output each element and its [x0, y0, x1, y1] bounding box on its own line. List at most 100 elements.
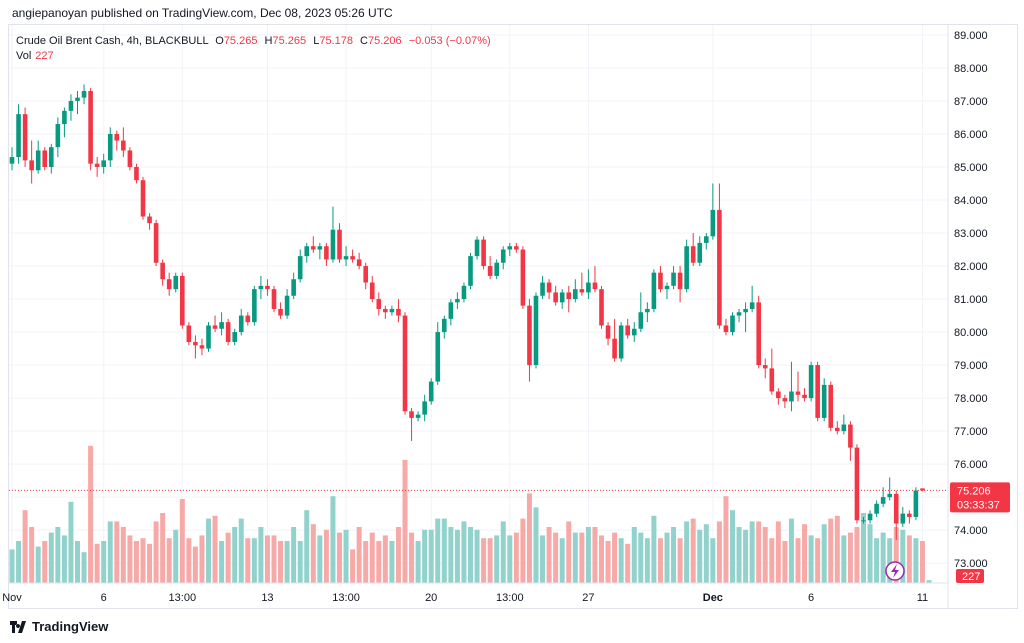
candle: [356, 252, 362, 270]
legend-symbol: Crude Oil Brent Cash, 4h, BLACKBULL: [16, 35, 209, 47]
volume-bar: [592, 527, 598, 583]
volume-bar: [9, 549, 15, 583]
volume-bar: [703, 524, 709, 583]
x-tick-label: 20: [425, 592, 437, 604]
volume-bar: [120, 527, 126, 583]
volume-bar: [29, 527, 35, 583]
legend-low: 75.178: [319, 35, 353, 47]
y-tick-label: 76.000: [954, 459, 988, 471]
candle-body: [363, 266, 368, 283]
volume-bar: [743, 529, 749, 583]
candle-body: [166, 279, 172, 290]
candle-body: [245, 315, 251, 323]
candle: [81, 84, 87, 105]
candle-body: [212, 325, 218, 329]
legend-open-label: O: [215, 35, 224, 47]
volume-bar: [874, 538, 880, 583]
candle: [638, 292, 644, 333]
candle: [363, 262, 368, 290]
volume-bar: [854, 527, 860, 583]
footer-brand-label: TradingView: [32, 619, 109, 634]
candle-body: [62, 110, 67, 125]
candle: [284, 289, 290, 319]
candle: [527, 299, 532, 382]
candle-body: [160, 262, 165, 280]
candle: [49, 143, 54, 174]
volume-bar: [291, 527, 297, 583]
candle-body: [9, 157, 15, 164]
candle-body: [180, 275, 185, 326]
candle-body: [723, 325, 729, 333]
volume-bar: [841, 535, 847, 583]
candle-body: [592, 282, 598, 290]
volume-bar: [618, 538, 624, 583]
candle-body: [402, 315, 408, 412]
candle-body: [186, 325, 192, 342]
candle: [690, 233, 696, 267]
candle-body: [527, 305, 532, 366]
x-tick-label: 13:00: [169, 592, 197, 604]
volume-bar: [906, 535, 912, 583]
candle-body: [311, 246, 316, 250]
x-tick-label: 13:00: [332, 592, 360, 604]
candle: [114, 130, 120, 151]
candle-body: [887, 493, 892, 498]
volume-bar: [553, 532, 559, 583]
volume-bar: [35, 546, 41, 583]
volume-bar: [350, 549, 356, 583]
candle: [317, 242, 323, 260]
candle-body: [481, 239, 486, 267]
volume-bar: [133, 541, 139, 583]
volume-bar: [716, 521, 722, 583]
candle: [55, 117, 61, 158]
candle: [815, 361, 820, 422]
candle-body: [49, 147, 54, 167]
candle-body: [631, 328, 637, 336]
candle: [684, 239, 689, 293]
candle-body: [645, 308, 650, 313]
x-tick-label: Dec: [703, 592, 723, 604]
candle: [789, 361, 794, 412]
volume-legend-label: Vol: [16, 50, 32, 62]
footer-brand[interactable]: TradingView: [10, 619, 108, 634]
current-price-label: 75.206: [957, 485, 991, 497]
volume-bar: [461, 521, 467, 583]
candle-body: [762, 365, 768, 369]
candle: [180, 272, 185, 329]
candle-body: [789, 391, 794, 402]
volume-bar: [887, 538, 893, 583]
candle-body: [455, 299, 460, 303]
candle-body: [42, 150, 48, 167]
volume-bar: [219, 541, 225, 583]
candle: [278, 302, 283, 319]
volume-bar: [42, 541, 48, 583]
y-tick-label: 85.000: [954, 162, 988, 174]
volume-bar: [61, 535, 67, 583]
candle-body: [474, 239, 480, 257]
candle-body: [94, 163, 100, 167]
candle: [428, 378, 434, 405]
candle: [166, 272, 172, 296]
candle: [848, 421, 853, 461]
volume-bar: [834, 515, 840, 583]
candle-body: [68, 100, 74, 111]
candle-body: [618, 325, 624, 359]
volume-bar: [612, 532, 618, 583]
candle: [664, 282, 670, 300]
candle-body: [874, 503, 879, 514]
candle-body: [16, 114, 21, 158]
tradingview-logo-icon: [10, 620, 26, 633]
volume-bar: [448, 527, 454, 583]
candle: [389, 305, 395, 316]
volume-bar: [363, 541, 369, 583]
candle: [140, 176, 146, 220]
volume-bar: [684, 521, 690, 583]
volume-bar: [304, 510, 310, 583]
volume-bar: [605, 541, 611, 583]
volume-bar: [48, 532, 54, 583]
volume-bar: [376, 541, 382, 583]
volume-bar: [101, 541, 107, 583]
candle-body: [422, 401, 427, 415]
candle: [658, 266, 663, 293]
